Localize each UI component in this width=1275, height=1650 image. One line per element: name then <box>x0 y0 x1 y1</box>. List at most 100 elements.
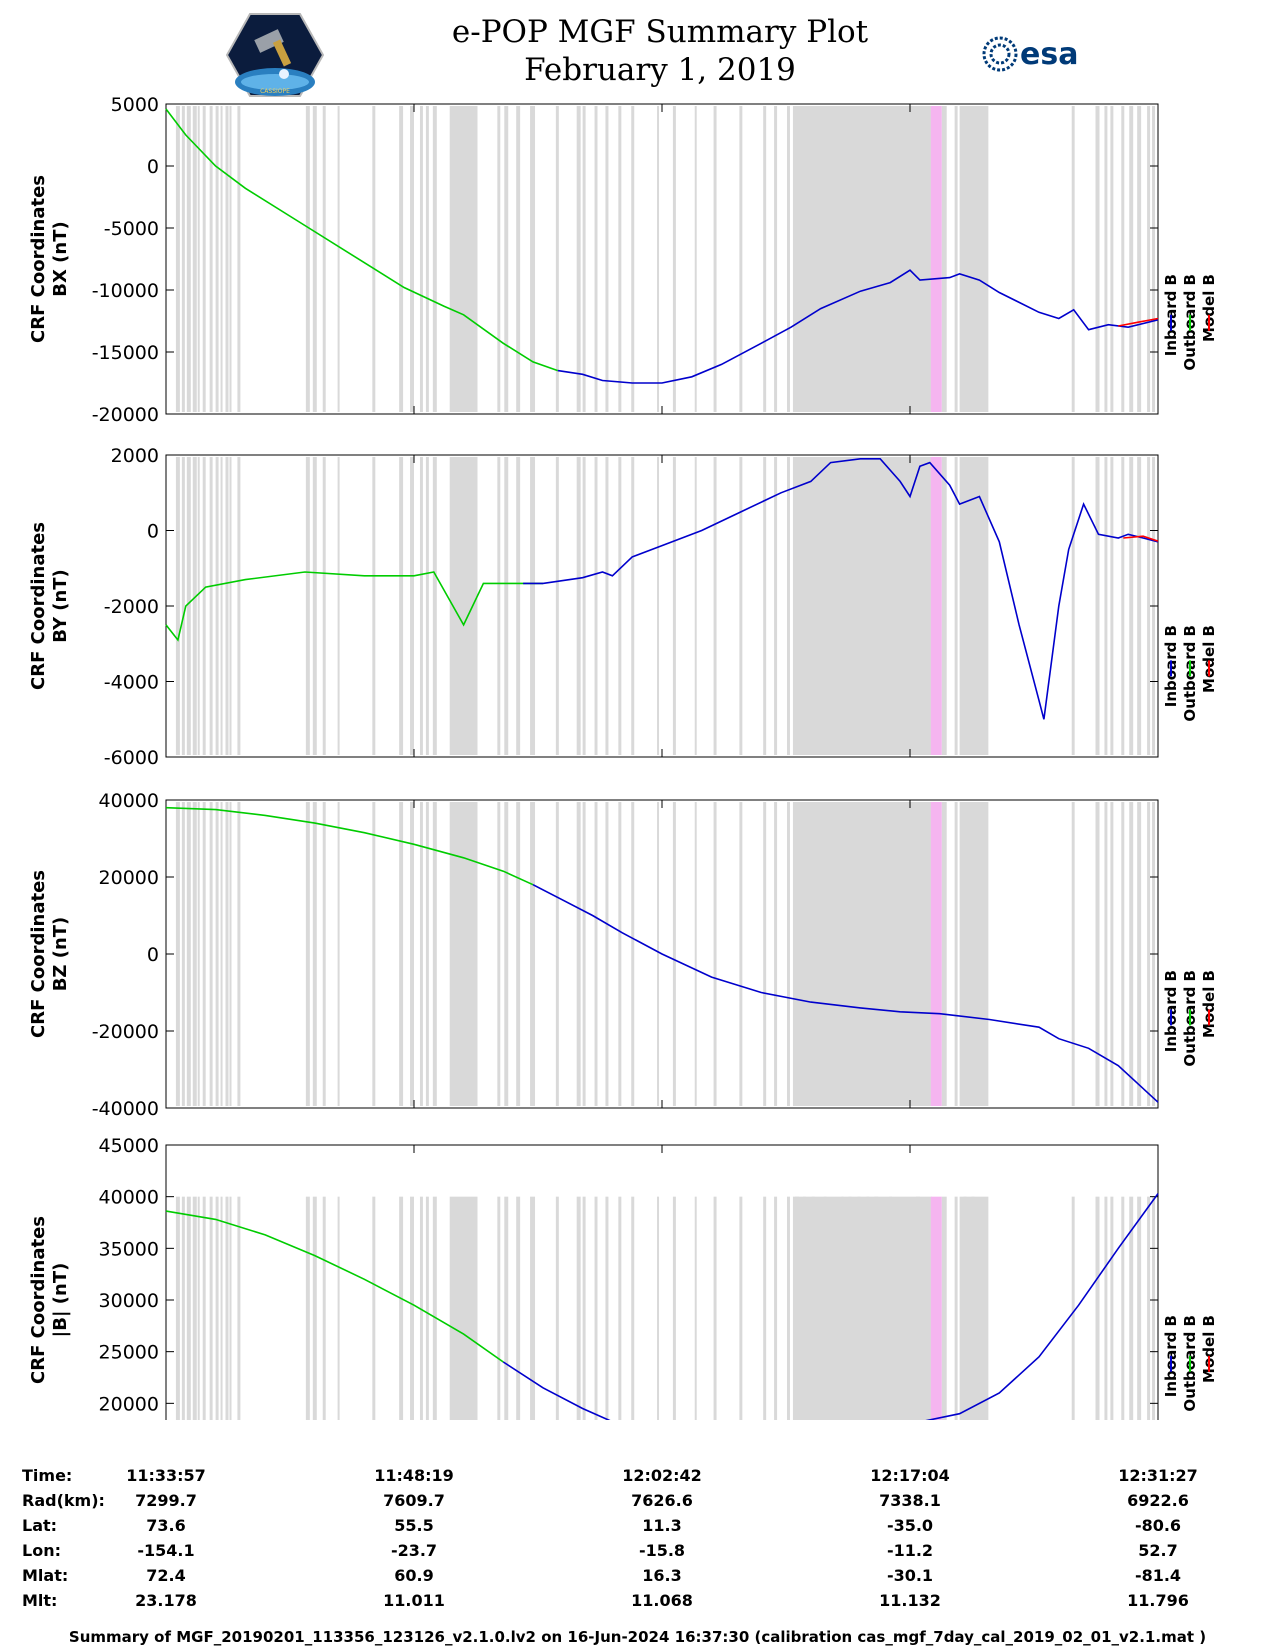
table-cell: 11.796 <box>1127 1591 1189 1610</box>
gap-band <box>410 457 414 755</box>
gap-band <box>215 106 219 412</box>
y-tick-label: 5000 <box>111 94 159 116</box>
gap-band <box>763 1196 767 1420</box>
table-cell: -23.7 <box>390 1541 438 1560</box>
series-line-inboard-b <box>532 883 1159 1103</box>
gap-band <box>1095 106 1100 412</box>
gap-band <box>1071 457 1075 755</box>
gap-band <box>225 1196 229 1420</box>
gap-band <box>372 802 376 1106</box>
gap-band <box>497 106 501 412</box>
gap-band <box>672 802 676 1106</box>
table-cell: 72.4 <box>146 1566 186 1585</box>
gap-band <box>305 106 310 412</box>
legend-label: Model B <box>1200 970 1218 1038</box>
y-tick-label: 40000 <box>99 1187 159 1209</box>
gap-band <box>197 1196 200 1420</box>
gap-band <box>181 802 185 1106</box>
table-cell: 73.6 <box>146 1516 186 1535</box>
gap-band <box>1147 1196 1151 1420</box>
gap-band <box>594 457 598 755</box>
y-axis-label: CRF Coordinates <box>28 870 49 1038</box>
gap-band <box>202 1196 206 1420</box>
gap-band <box>175 457 180 755</box>
gap-band <box>175 106 180 412</box>
gap-band <box>792 802 859 1106</box>
gap-band <box>225 457 229 755</box>
gap-band <box>739 802 743 1106</box>
gap-band <box>322 802 326 1106</box>
gap-band <box>605 106 609 412</box>
gap-band <box>186 1196 191 1420</box>
gap-band <box>419 457 423 755</box>
gap-band <box>774 802 778 1106</box>
y-tick-label: 0 <box>147 521 159 543</box>
gap-band <box>1071 106 1075 412</box>
gap-band <box>530 802 536 1106</box>
panel-3: 40000 20000 0 -20000 -40000 CRF Coordinates BZ… <box>28 790 1218 1120</box>
gap-band <box>1147 802 1151 1106</box>
esa-logo-text: esa <box>1020 37 1078 72</box>
gap-band <box>1137 106 1142 412</box>
table-label-time: Time: <box>22 1466 73 1485</box>
gap-band <box>229 802 232 1106</box>
y-tick-label: 2000 <box>111 445 159 467</box>
gap-band <box>399 457 404 755</box>
gap-band <box>786 106 790 412</box>
gap-band <box>192 457 197 755</box>
legend-label: Model B <box>1200 625 1218 693</box>
gap-band <box>410 1196 414 1420</box>
gap-band <box>1095 802 1100 1106</box>
gap-band <box>209 1196 213 1420</box>
gap-band <box>941 802 947 1106</box>
gap-band <box>312 1196 317 1420</box>
gap-band <box>576 802 581 1106</box>
gap-band <box>959 802 989 1106</box>
gap-band <box>713 457 717 755</box>
table-cell: 12:02:42 <box>622 1466 702 1485</box>
gap-band <box>1147 106 1151 412</box>
gap-band <box>1095 457 1100 755</box>
gap-band <box>504 802 509 1106</box>
table-cell: 11.3 <box>642 1516 682 1535</box>
gap-band <box>858 802 932 1106</box>
gap-band <box>175 802 180 1106</box>
series-line-outboard-b <box>165 571 543 642</box>
gap-band <box>419 106 423 412</box>
cassiope-logo-text: CASSIOPE <box>260 88 290 95</box>
gap-band <box>337 1196 340 1420</box>
gap-band <box>618 106 622 412</box>
table-cell: -81.4 <box>1134 1566 1182 1585</box>
gap-band <box>576 1196 581 1420</box>
gap-band <box>530 106 536 412</box>
table-label-lat: Lat: <box>22 1516 58 1535</box>
table-label-rad: Rad(km): <box>22 1491 105 1510</box>
gap-band <box>631 106 635 412</box>
gap-band <box>337 106 340 412</box>
gap-band <box>497 802 501 1106</box>
gap-band <box>576 457 581 755</box>
gap-band <box>432 802 437 1106</box>
gap-band <box>220 802 223 1106</box>
gap-band <box>410 802 414 1106</box>
y-axis-label: BX (nT) <box>50 221 71 296</box>
panel-1: 5000 0 -5000 -10000 -15000 -20000 CRF Coordina… <box>28 94 1218 426</box>
gap-band <box>605 1196 609 1420</box>
gap-band <box>713 802 717 1106</box>
gap-band <box>449 106 478 412</box>
gap-band <box>954 1196 958 1420</box>
gap-band <box>1137 457 1142 755</box>
table-cell: -80.6 <box>1134 1516 1182 1535</box>
footer-caption: Summary of MGF_20190201_113356_123126_v2… <box>68 1628 1207 1646</box>
gap-band <box>1104 1196 1108 1420</box>
gap-band <box>530 457 536 755</box>
gap-band <box>582 457 586 755</box>
gap-band <box>1104 802 1108 1106</box>
gap-band <box>410 106 414 412</box>
gap-band <box>312 802 317 1106</box>
gap-band <box>237 1196 241 1420</box>
gap-band <box>555 1196 559 1420</box>
gap-band <box>1121 1196 1125 1420</box>
table-cell: 6922.6 <box>1127 1491 1189 1510</box>
